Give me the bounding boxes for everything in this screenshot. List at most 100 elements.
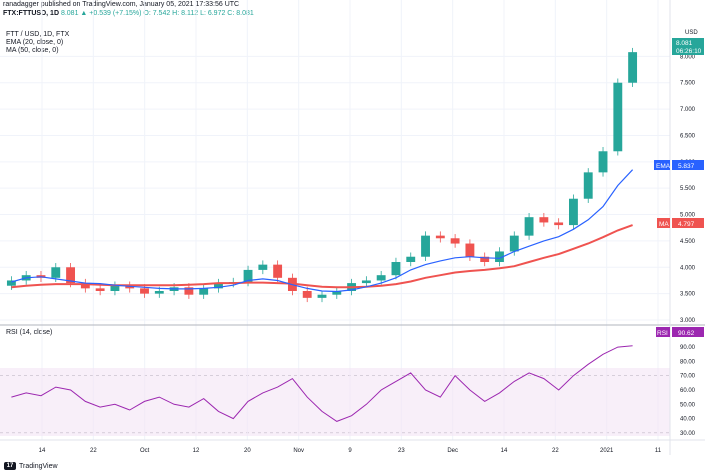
rsi-tick-label: 40.00 (680, 417, 696, 423)
symbol-label: FTX:FTTUSD, 1D (3, 10, 59, 17)
ema-tag-name-box (654, 160, 670, 170)
time-tick-label: Oct (140, 448, 150, 454)
candle-body (95, 288, 105, 291)
candle-body (435, 235, 445, 239)
rsi-band (0, 368, 670, 436)
rsi-tick-label: 60.00 (680, 388, 696, 394)
time-tick-label: 22 (552, 448, 559, 454)
rsi-tag-value: 90.62 (678, 330, 695, 337)
ema-legend: EMA (20, close, 0) (6, 39, 64, 46)
candle-body (258, 264, 268, 270)
rsi-series (11, 345, 633, 422)
candle-body (317, 294, 327, 298)
rsi-legend: RSI (14, close) (6, 329, 53, 336)
time-tick-label: 14 (39, 448, 46, 454)
rsi-tick-label: 70.00 (680, 374, 696, 380)
candle-body (465, 243, 475, 257)
candle-body (480, 256, 490, 262)
price-tick-label: 8.000 (680, 54, 696, 60)
candle-body (332, 291, 342, 295)
publisher-line: ranadagger published on TradingView.com,… (3, 1, 240, 8)
candle-body (569, 198, 578, 226)
candle-body (598, 151, 608, 173)
currency-label: USD (685, 30, 698, 36)
candle-body (199, 288, 209, 295)
candle-body (302, 291, 312, 298)
tradingview-logo-icon: 17 (4, 462, 16, 470)
countdown-value: 06:26:10 (676, 48, 702, 55)
price-tick-label: 3.500 (680, 292, 696, 298)
rsi-tag-name: RSI (657, 330, 668, 337)
rsi-tick-label: 30.00 (680, 431, 696, 437)
time-tick-label: 9 (348, 448, 352, 454)
price-tick-label: 3.000 (680, 318, 696, 324)
price-tick-label: 6.500 (680, 133, 696, 139)
time-tick-label: 2021 (600, 448, 614, 454)
time-tick-label: 20 (244, 448, 251, 454)
time-tick-label: Nov (293, 448, 304, 454)
footer-branding[interactable]: 17 TradingView (4, 462, 58, 470)
time-tick-label: 22 (90, 448, 97, 454)
candle-body (376, 275, 386, 281)
price-tick-label: 4.500 (680, 239, 696, 245)
ma-legend: MA (50, close, 0) (6, 47, 59, 54)
tradingview-brand: TradingView (19, 462, 58, 470)
ohlc-values: 8.081 ▲ +0.539 (+7.15%) O: 7.542 H: 8.11… (60, 10, 254, 17)
candle-body (66, 267, 75, 284)
candle-body (421, 235, 430, 257)
candle-body (273, 264, 283, 278)
rsi-line (11, 345, 633, 422)
candle-body (628, 52, 638, 83)
time-tick-label: 23 (398, 448, 405, 454)
rsi-tag-name-box (656, 327, 670, 337)
candle-body (125, 285, 135, 289)
candle-body (495, 251, 504, 262)
candle-body (154, 291, 164, 294)
candle-body (450, 238, 460, 244)
candle-series (6, 47, 638, 303)
price-tick-label: 4.000 (680, 265, 696, 271)
candle-body (361, 280, 371, 284)
ma-tag-value-box (672, 218, 704, 228)
rsi-tick-label: 80.00 (680, 359, 696, 365)
price-tick-label: 5.500 (680, 186, 696, 192)
ema-tag-value: 5.837 (678, 163, 695, 170)
candle-body (524, 217, 534, 236)
price-tick-label: 7.500 (680, 81, 696, 87)
rsi-tick-label: 90.00 (680, 345, 696, 351)
candle-body (539, 217, 549, 223)
candle-body (51, 267, 61, 278)
time-tick-label: 12 (193, 448, 200, 454)
candle-body (406, 256, 416, 262)
candle-body (184, 287, 194, 295)
candle-body (6, 280, 16, 286)
candle-body (243, 269, 253, 283)
ma-tag-value: 4.797 (678, 221, 695, 228)
candle-body (80, 283, 90, 289)
candle-body (554, 222, 564, 226)
chart-title-legend: FTT / USD, 1D, FTX (6, 31, 70, 38)
candle-body (110, 285, 120, 291)
ema-tag-value-box (672, 160, 704, 170)
price-tick-label: 5.000 (680, 213, 696, 219)
last-price-value: 8.081 (676, 40, 693, 47)
time-tick-label: 11 (655, 448, 662, 454)
candle-body (613, 82, 623, 152)
axes: 8.0007.5007.0006.5006.0005.5005.0004.500… (39, 54, 696, 454)
ma-line (11, 224, 633, 289)
time-tick-label: Dec (447, 448, 458, 454)
time-tick-label: 14 (501, 448, 508, 454)
rsi-tag-value-box (672, 327, 704, 337)
ema-line (11, 169, 634, 293)
candle-body (391, 262, 401, 276)
ma-tag-name: MA (659, 221, 669, 228)
candle-body (509, 235, 519, 252)
last-price-tag (672, 38, 704, 55)
candle-body (140, 288, 149, 294)
price-tick-label: 7.000 (680, 107, 696, 113)
candle-body (214, 283, 223, 289)
rsi-tick-label: 50.00 (680, 402, 696, 408)
indicator-lines (11, 169, 634, 293)
ema-tag-name: EMA (656, 163, 671, 170)
